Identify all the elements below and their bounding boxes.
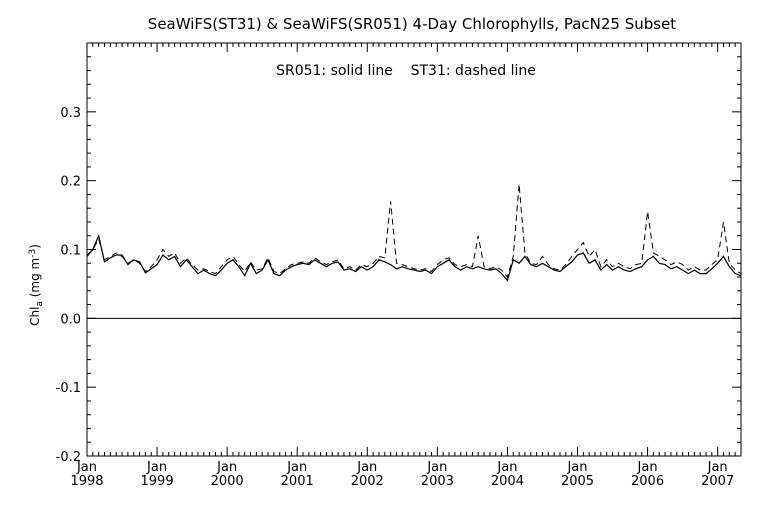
x-tick-year-label: 2004 — [491, 474, 524, 489]
x-tick-year-label: 2007 — [701, 474, 734, 489]
x-tick-year-label: 1998 — [70, 474, 103, 489]
y-axis-label-superscript: -3 — [28, 249, 38, 258]
x-tick-month-label: Jan — [637, 460, 658, 475]
y-tick-label: -0.2 — [56, 450, 81, 465]
series-line-st31 — [86, 184, 742, 279]
x-tick-month-label: Jan — [426, 460, 447, 475]
line-style-annotation: SR051: solid line ST31: dashed line — [276, 63, 536, 79]
y-axis-ticks: -0.2 -0.1 0.0 0.1 0.2 0.3 — [56, 56, 741, 465]
y-tick-label: 0.2 — [60, 175, 81, 190]
x-tick-month-label: Jan — [216, 460, 237, 475]
x-tick-month-label: Jan — [566, 460, 587, 475]
x-tick-month-label: Jan — [286, 460, 307, 475]
x-tick-year-label: 2001 — [281, 474, 314, 489]
x-tick-month-label: Jan — [356, 460, 377, 475]
y-tick-label: 0.1 — [60, 244, 81, 259]
x-tick-month-label: Jan — [496, 460, 517, 475]
y-axis-label-units-close: ) — [28, 244, 42, 249]
y-axis-label-subscript: a — [35, 301, 45, 307]
x-axis-ticks: Jan1998Jan1999Jan2000Jan2001Jan2002Jan20… — [70, 43, 742, 489]
y-tick-label: 0.3 — [60, 106, 81, 121]
y-axis-label-units: (mg m — [28, 258, 42, 301]
x-tick-year-label: 2000 — [211, 474, 244, 489]
x-tick-year-label: 2005 — [561, 474, 594, 489]
x-tick-year-label: 2006 — [631, 474, 664, 489]
chart-title: SeaWiFS(ST31) & SeaWiFS(SR051) 4-Day Chl… — [148, 15, 677, 33]
x-tick-month-label: Jan — [76, 460, 97, 475]
x-tick-year-label: 1999 — [141, 474, 174, 489]
series-line-sr051 — [86, 233, 742, 282]
x-tick-year-label: 2002 — [351, 474, 384, 489]
y-tick-label: 0.0 — [60, 312, 81, 327]
y-axis-label-text: Chla (mg m-3) — [28, 244, 45, 326]
y-axis-label-main: Chl — [28, 307, 42, 326]
x-tick-month-label: Jan — [146, 460, 167, 475]
y-axis-label: Chla (mg m-3) — [28, 244, 45, 326]
y-tick-label: -0.1 — [56, 381, 81, 396]
x-tick-month-label: Jan — [707, 460, 728, 475]
x-tick-year-label: 2003 — [421, 474, 454, 489]
series-lines — [86, 184, 742, 282]
